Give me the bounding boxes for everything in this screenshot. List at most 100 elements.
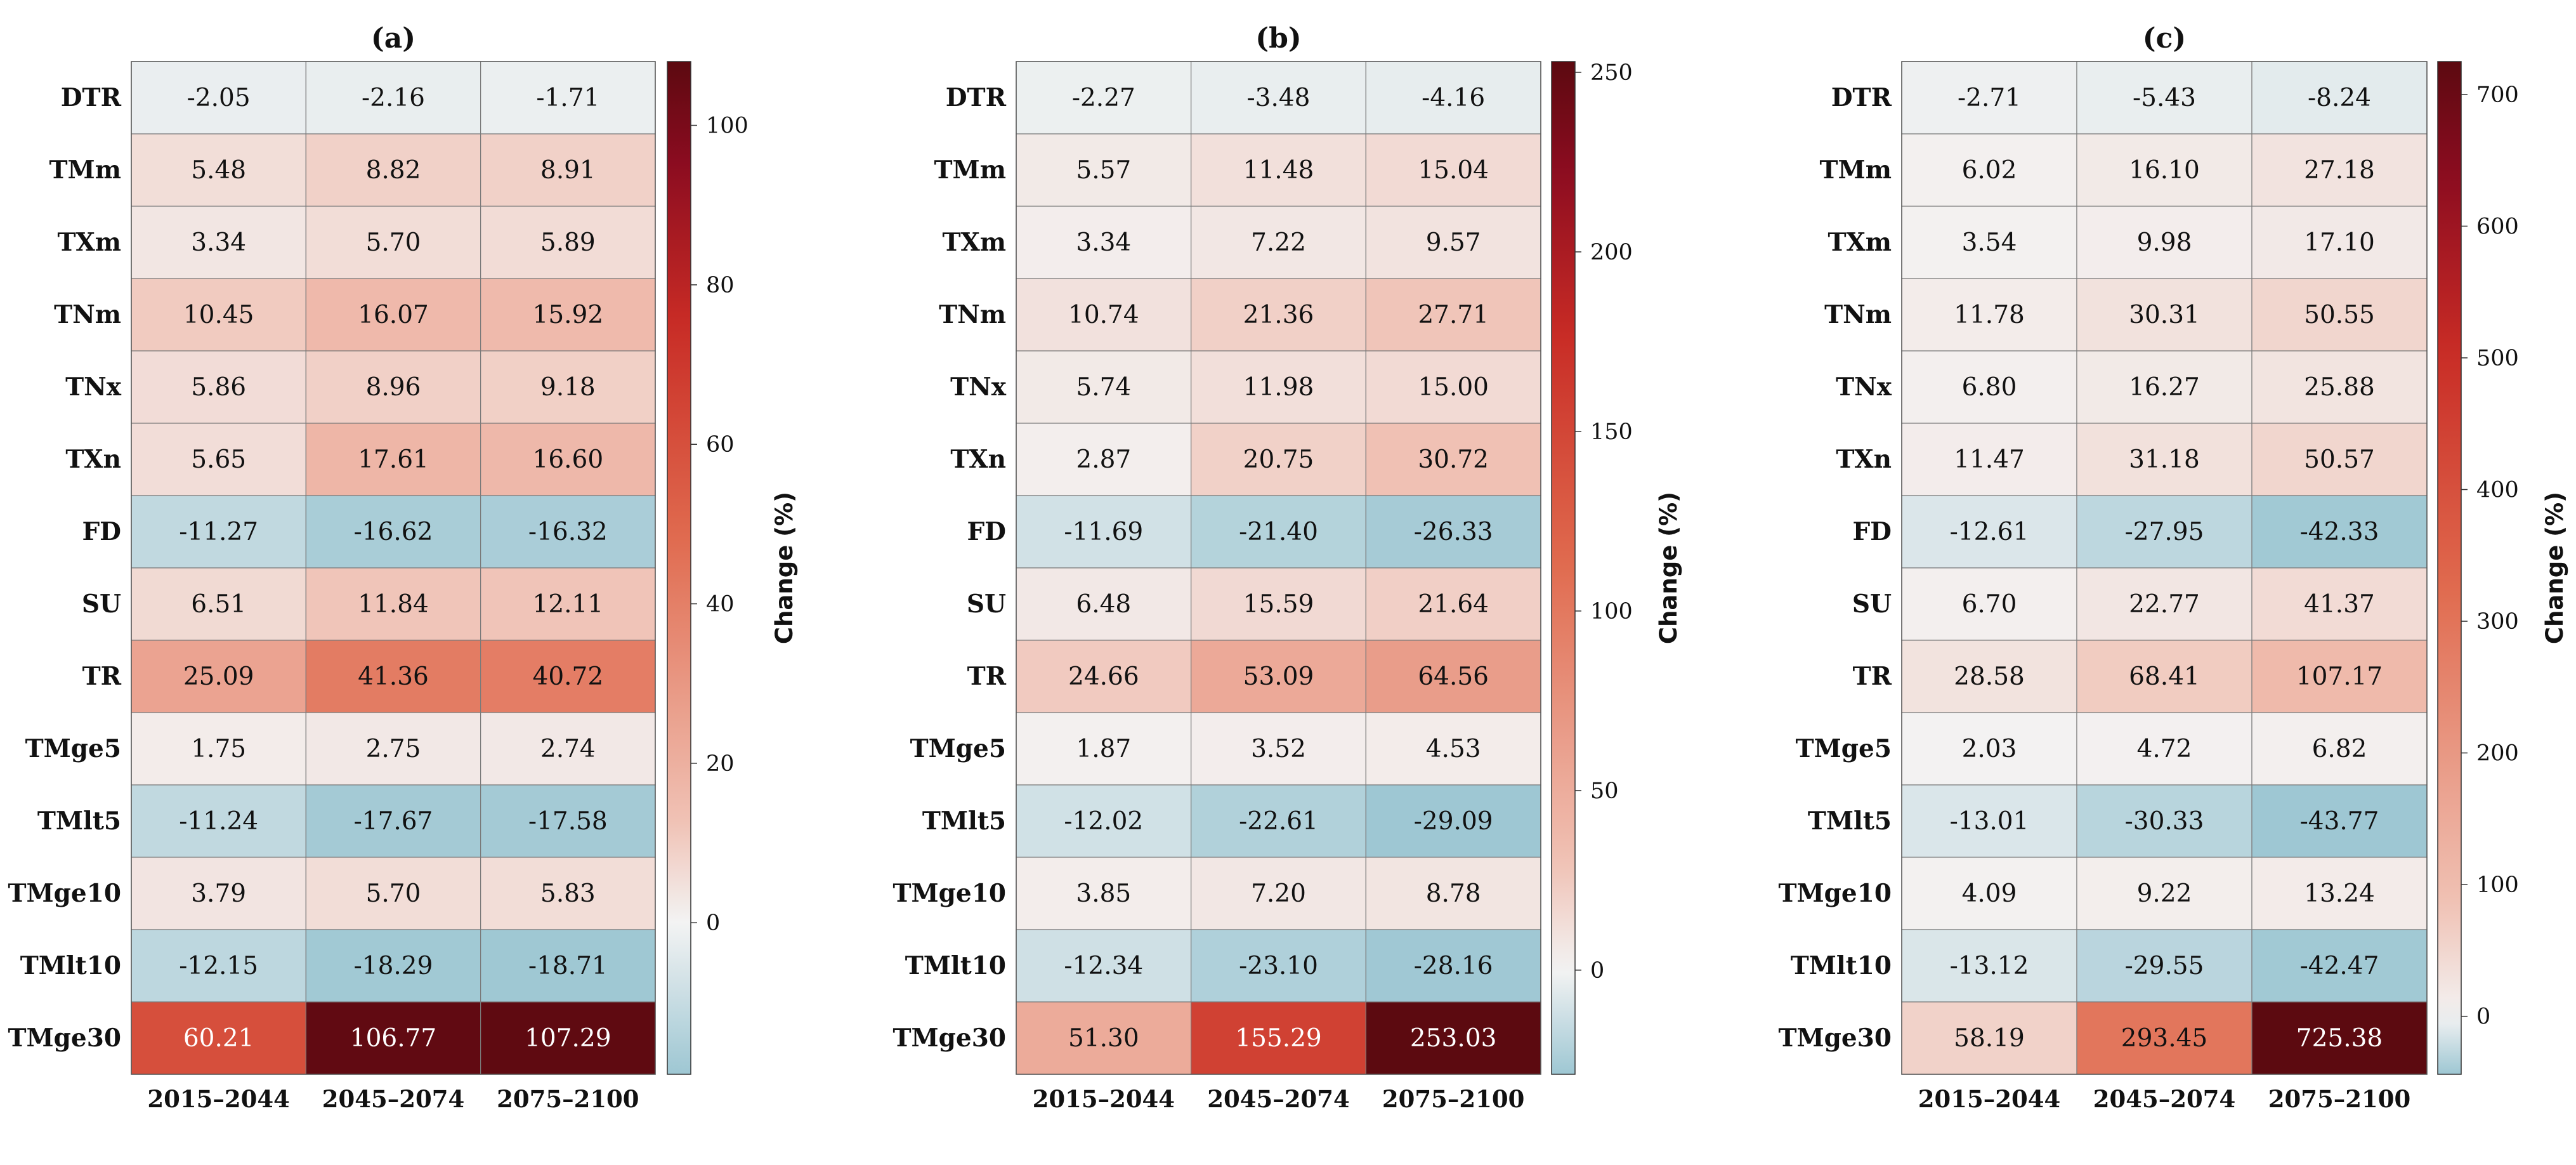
heatmap-cell <box>1901 712 2077 786</box>
cell-value-label: -1.71 <box>536 84 599 112</box>
cell-value-label: 6.82 <box>2312 735 2367 763</box>
cell-value-label: 2.87 <box>1076 445 1131 474</box>
heatmap-cell <box>1016 640 1192 713</box>
heatmap-cell <box>2251 640 2428 713</box>
cell-value-label: 5.48 <box>191 156 246 185</box>
heatmap-cell <box>131 640 306 713</box>
heatmap-cell <box>480 1001 656 1075</box>
cell-value-label: -2.27 <box>1072 84 1135 112</box>
heatmap-cell <box>305 712 481 786</box>
cell-value-label: -11.27 <box>179 518 258 546</box>
heatmap-cell <box>1365 61 1541 135</box>
heatmap-cell <box>2251 1001 2428 1075</box>
row-label: TMge5 <box>1796 734 1892 763</box>
cell-value-label: 3.79 <box>191 879 246 908</box>
colorbar-tick-label: 250 <box>1590 60 1633 86</box>
cell-value-label: 15.00 <box>1418 373 1489 402</box>
cell-value-label: 107.29 <box>525 1024 611 1053</box>
cell-value-label: 5.65 <box>191 445 246 474</box>
cell-value-label: 11.47 <box>1954 445 2025 474</box>
heatmap-cell <box>131 1001 306 1075</box>
cell-value-label: 53.09 <box>1243 662 1314 691</box>
heatmap-cell <box>1016 423 1192 496</box>
heatmap-cell <box>1901 929 2077 1003</box>
column-label: 2015–2044 <box>1918 1085 2060 1113</box>
heatmap-panel-1: (a) -2.05 -2.16 -1.71 5.48 8.82 8.91 3.34 5.70 5.… <box>8 22 798 1113</box>
cell-value-label: 30.72 <box>1418 445 1489 474</box>
cell-value-label: 16.27 <box>2129 373 2200 402</box>
heatmap-cell <box>2076 857 2252 930</box>
cell-value-label: 5.70 <box>366 228 421 257</box>
cell-value-label: 25.88 <box>2304 373 2375 402</box>
cell-value-label: -42.33 <box>2300 518 2379 546</box>
cell-value-label: -2.71 <box>1958 84 2021 112</box>
heatmap-cell <box>131 784 306 858</box>
colorbar <box>2437 61 2462 1075</box>
heatmap-cell <box>2076 929 2252 1003</box>
row-label: TNm <box>1824 300 1892 329</box>
cell-value-label: 21.64 <box>1418 590 1489 619</box>
cell-value-label: -29.09 <box>1414 807 1493 836</box>
heatmap-cell <box>1901 857 2077 930</box>
colorbar-tick-label: 0 <box>2476 1004 2490 1030</box>
row-label: SU <box>967 589 1006 619</box>
heatmap-cell <box>1901 784 2077 858</box>
heatmap-cell <box>2076 567 2252 641</box>
heatmap-cell <box>1016 350 1192 424</box>
row-label: DTR <box>61 83 122 112</box>
cell-value-label: 5.74 <box>1076 373 1131 402</box>
cell-value-label: 24.66 <box>1068 662 1139 691</box>
heatmap-cell <box>1901 1001 2077 1075</box>
row-label: TMge10 <box>8 879 121 908</box>
cell-value-label: 10.74 <box>1068 301 1139 329</box>
heatmap-cell <box>1365 350 1541 424</box>
row-label: TNx <box>1836 372 1892 402</box>
column-label: 2075–2100 <box>2268 1085 2410 1113</box>
cell-value-label: 3.34 <box>191 228 246 257</box>
heatmap-cell <box>1191 857 1366 930</box>
heatmap-cell <box>2251 423 2428 496</box>
cell-value-label: -17.58 <box>528 807 608 836</box>
cell-value-label: 6.70 <box>1962 590 2017 619</box>
heatmap-cell <box>1016 206 1192 279</box>
column-label: 2015–2044 <box>1033 1085 1175 1113</box>
cell-value-label: 4.72 <box>2137 735 2192 763</box>
heatmap-cell <box>131 857 306 930</box>
heatmap-cell <box>131 350 306 424</box>
cell-value-label: 9.22 <box>2137 879 2192 908</box>
colorbar-tick-label: 100 <box>706 114 749 139</box>
cell-value-label: -5.43 <box>2133 84 2196 112</box>
row-label: DTR <box>1831 83 1892 112</box>
column-label: 2015–2044 <box>147 1085 289 1113</box>
cell-value-label: 7.20 <box>1251 879 1306 908</box>
heatmap-cell <box>1365 712 1541 786</box>
cell-value-label: -8.24 <box>2308 84 2371 112</box>
heatmap-cell <box>1191 278 1366 352</box>
cell-value-label: 11.48 <box>1243 156 1314 185</box>
heatmap-cell <box>1191 133 1366 207</box>
cell-value-label: 15.59 <box>1243 590 1314 619</box>
heatmap-cell <box>480 495 656 569</box>
cell-value-label: 2.75 <box>366 735 421 763</box>
cell-value-label: -13.12 <box>1950 952 2029 980</box>
heatmap-cell <box>1191 929 1366 1003</box>
heatmap-cell <box>1191 423 1366 496</box>
cell-value-label: 1.75 <box>191 735 246 763</box>
cell-value-label: 6.02 <box>1962 156 2017 185</box>
cell-value-label: 8.96 <box>366 373 421 402</box>
cell-value-label: 11.84 <box>358 590 429 619</box>
heatmap-cell <box>1191 206 1366 279</box>
row-label: TXm <box>1827 228 1892 257</box>
heatmap-cell <box>2251 784 2428 858</box>
panel-title: (b) <box>1255 22 1301 55</box>
cell-value-label: 6.51 <box>191 590 246 619</box>
colorbar-tick-label: 40 <box>706 592 735 617</box>
heatmap-cell <box>1901 350 2077 424</box>
heatmap-frame <box>1016 61 1541 1075</box>
row-label: TMge10 <box>892 879 1006 908</box>
cell-value-label: 6.48 <box>1076 590 1131 619</box>
cell-value-label: 5.57 <box>1076 156 1131 185</box>
cell-value-label: -3.48 <box>1246 84 1310 112</box>
row-label: TMge10 <box>1778 879 1892 908</box>
